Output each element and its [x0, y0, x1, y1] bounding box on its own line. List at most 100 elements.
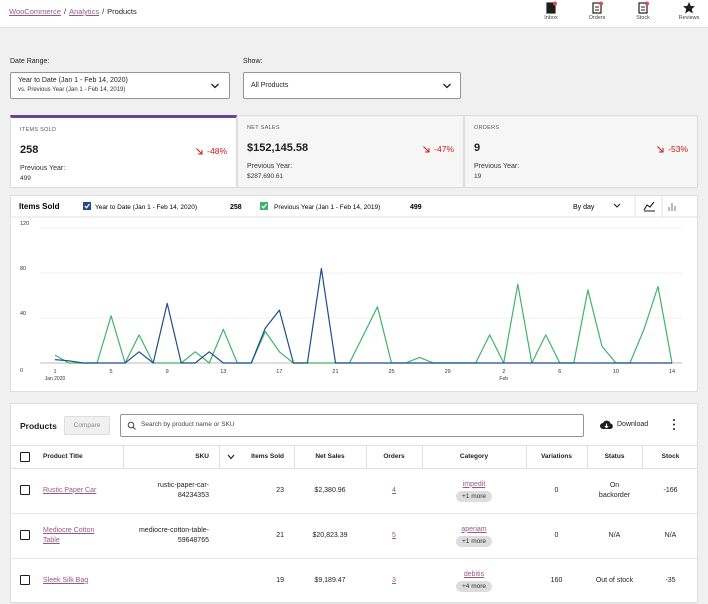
column-header: Product Title: [43, 453, 83, 460]
lens: [127, 421, 135, 429]
summary-card[interactable]: NET SALES $152,145.58 -47% Previous Year: $2…: [237, 115, 464, 188]
category-link[interactable]: impedit: [462, 480, 486, 488]
link[interactable]: Sleek Silk Bag: [43, 576, 89, 584]
cell-text: 23: [276, 486, 284, 494]
category-link[interactable]: aperiam: [461, 525, 487, 533]
filter-label: Date Range:: [10, 58, 50, 65]
line-chart-button[interactable]: [643, 201, 655, 212]
column-separator: [587, 446, 588, 468]
link[interactable]: 4: [392, 486, 396, 494]
cell-text: N/A: [608, 531, 621, 539]
column-separator: [526, 446, 527, 468]
show-value: All Products: [251, 82, 289, 89]
interval-select[interactable]: By day: [573, 204, 595, 211]
cell-text: mediocre-cotton-table-59648765: [138, 526, 209, 544]
link[interactable]: Mediocre Cotton Table: [43, 526, 95, 544]
link[interactable]: Rustic Paper Car: [43, 486, 97, 494]
checkbox[interactable]: [20, 485, 30, 495]
chart: Items Sold Year to Date (Jan 1 - Feb 14, …: [10, 195, 698, 382]
more-menu: [673, 419, 675, 430]
bar-chart-button[interactable]: [668, 203, 676, 211]
cell-text: 19: [276, 576, 284, 584]
activity-label[interactable]: Inbox: [544, 15, 558, 21]
table-cell: 19: [219, 559, 294, 603]
icon-body: [546, 2, 556, 14]
category-link[interactable]: debitis: [463, 570, 485, 578]
activity-icon: [546, 1, 557, 14]
column-header[interactable]: Variations: [540, 453, 573, 460]
table-row: Mediocre Cotton Table mediocre-cotton-tab…: [11, 514, 697, 559]
compare-button[interactable]: Compare: [64, 416, 110, 435]
series-line: [54, 267, 672, 364]
column-header[interactable]: SKU: [195, 453, 209, 460]
arrow-path: [196, 148, 203, 155]
cell-text: $2,380.96: [314, 486, 346, 494]
download-button[interactable]: Download: [617, 421, 649, 428]
chart-title: Items Sold: [19, 202, 60, 211]
link[interactable]: 3: [392, 576, 396, 584]
legend-checkbox[interactable]: [260, 202, 268, 210]
notification-dot: [553, 1, 557, 6]
summary-label: NET SALES: [247, 125, 280, 131]
summary-card[interactable]: ITEMS SOLD 258 -48% Previous Year: 499: [10, 115, 237, 188]
chevron-path: [443, 83, 451, 89]
breadcrumb: WooCommerce / Analytics / Products: [9, 7, 137, 16]
column-header[interactable]: Orders: [383, 453, 405, 460]
column-header[interactable]: Net Sales: [315, 453, 345, 460]
table-cell: -35: [642, 559, 699, 603]
notification-dot: [645, 1, 649, 6]
table-cell: 21: [219, 514, 294, 558]
column-header[interactable]: Items Sold: [251, 453, 284, 460]
table-cell: 5: [366, 514, 422, 558]
filter-label: Show:: [243, 58, 263, 65]
table-row: Sleek Silk Bag 19 $9,189.47 3 debitis +4 more…: [11, 559, 697, 604]
table-cell: rustic-paper-car-84234353: [123, 469, 219, 513]
checkbox[interactable]: [20, 452, 30, 462]
summary-previous-label: Previous Year:: [474, 163, 520, 170]
table-cell: 3: [366, 559, 422, 603]
column-header[interactable]: Stock: [661, 453, 680, 460]
summary-card[interactable]: ORDERS 9 -53% Previous Year: 19: [464, 115, 698, 188]
column-separator: [123, 446, 124, 468]
activity-label[interactable]: Orders: [588, 15, 606, 21]
table-cell: 0: [526, 469, 587, 513]
activity-label[interactable]: Stock: [636, 15, 650, 21]
checkbox[interactable]: [20, 575, 30, 585]
column-header[interactable]: Status: [604, 453, 625, 460]
dot: [673, 428, 675, 430]
arrow-path: [423, 146, 430, 153]
more-badge[interactable]: +1 more: [455, 490, 493, 502]
breadcrumb-item[interactable]: WooCommerce: [9, 7, 61, 16]
legend-label: Year to Date (Jan 1 - Feb 14, 2020): [95, 204, 197, 211]
legend-total: 258: [230, 204, 242, 211]
more-badge[interactable]: +4 more: [455, 580, 493, 592]
legend-checkbox[interactable]: [83, 202, 91, 210]
handle: [132, 426, 136, 430]
more-badge[interactable]: +1 more: [455, 535, 493, 547]
show-select[interactable]: All Products: [243, 72, 461, 99]
download-icon: [600, 420, 613, 429]
activity-label[interactable]: Reviews: [678, 15, 700, 21]
summary-previous-value: $287,690.61: [247, 173, 284, 180]
checkmark: [261, 203, 267, 209]
summary-delta: -53%: [656, 144, 688, 154]
cell-text: N/A: [664, 531, 677, 539]
date-range-select[interactable]: Year to Date (Jan 1 - Feb 14, 2020) vs. P…: [10, 72, 230, 99]
table-cell: $9,189.47: [294, 559, 366, 603]
table-cell: N/A: [642, 514, 699, 558]
x-tick-label: 1: [53, 369, 56, 375]
series-line: [54, 283, 673, 364]
arrow: [604, 423, 609, 429]
x-tick-sublabel: Jan 2020: [45, 376, 66, 382]
x-tick-label: 6: [558, 369, 561, 375]
search-placeholder: Search by product name or SKU: [141, 421, 235, 428]
breadcrumb-item[interactable]: Analytics: [69, 7, 100, 16]
column-header[interactable]: Category: [459, 453, 489, 460]
checkbox[interactable]: [20, 530, 30, 540]
cell-text: -166: [663, 486, 678, 494]
checkmark: [84, 203, 90, 209]
link[interactable]: 5: [392, 531, 396, 539]
search-box[interactable]: Search by product name or SKU: [120, 414, 584, 437]
